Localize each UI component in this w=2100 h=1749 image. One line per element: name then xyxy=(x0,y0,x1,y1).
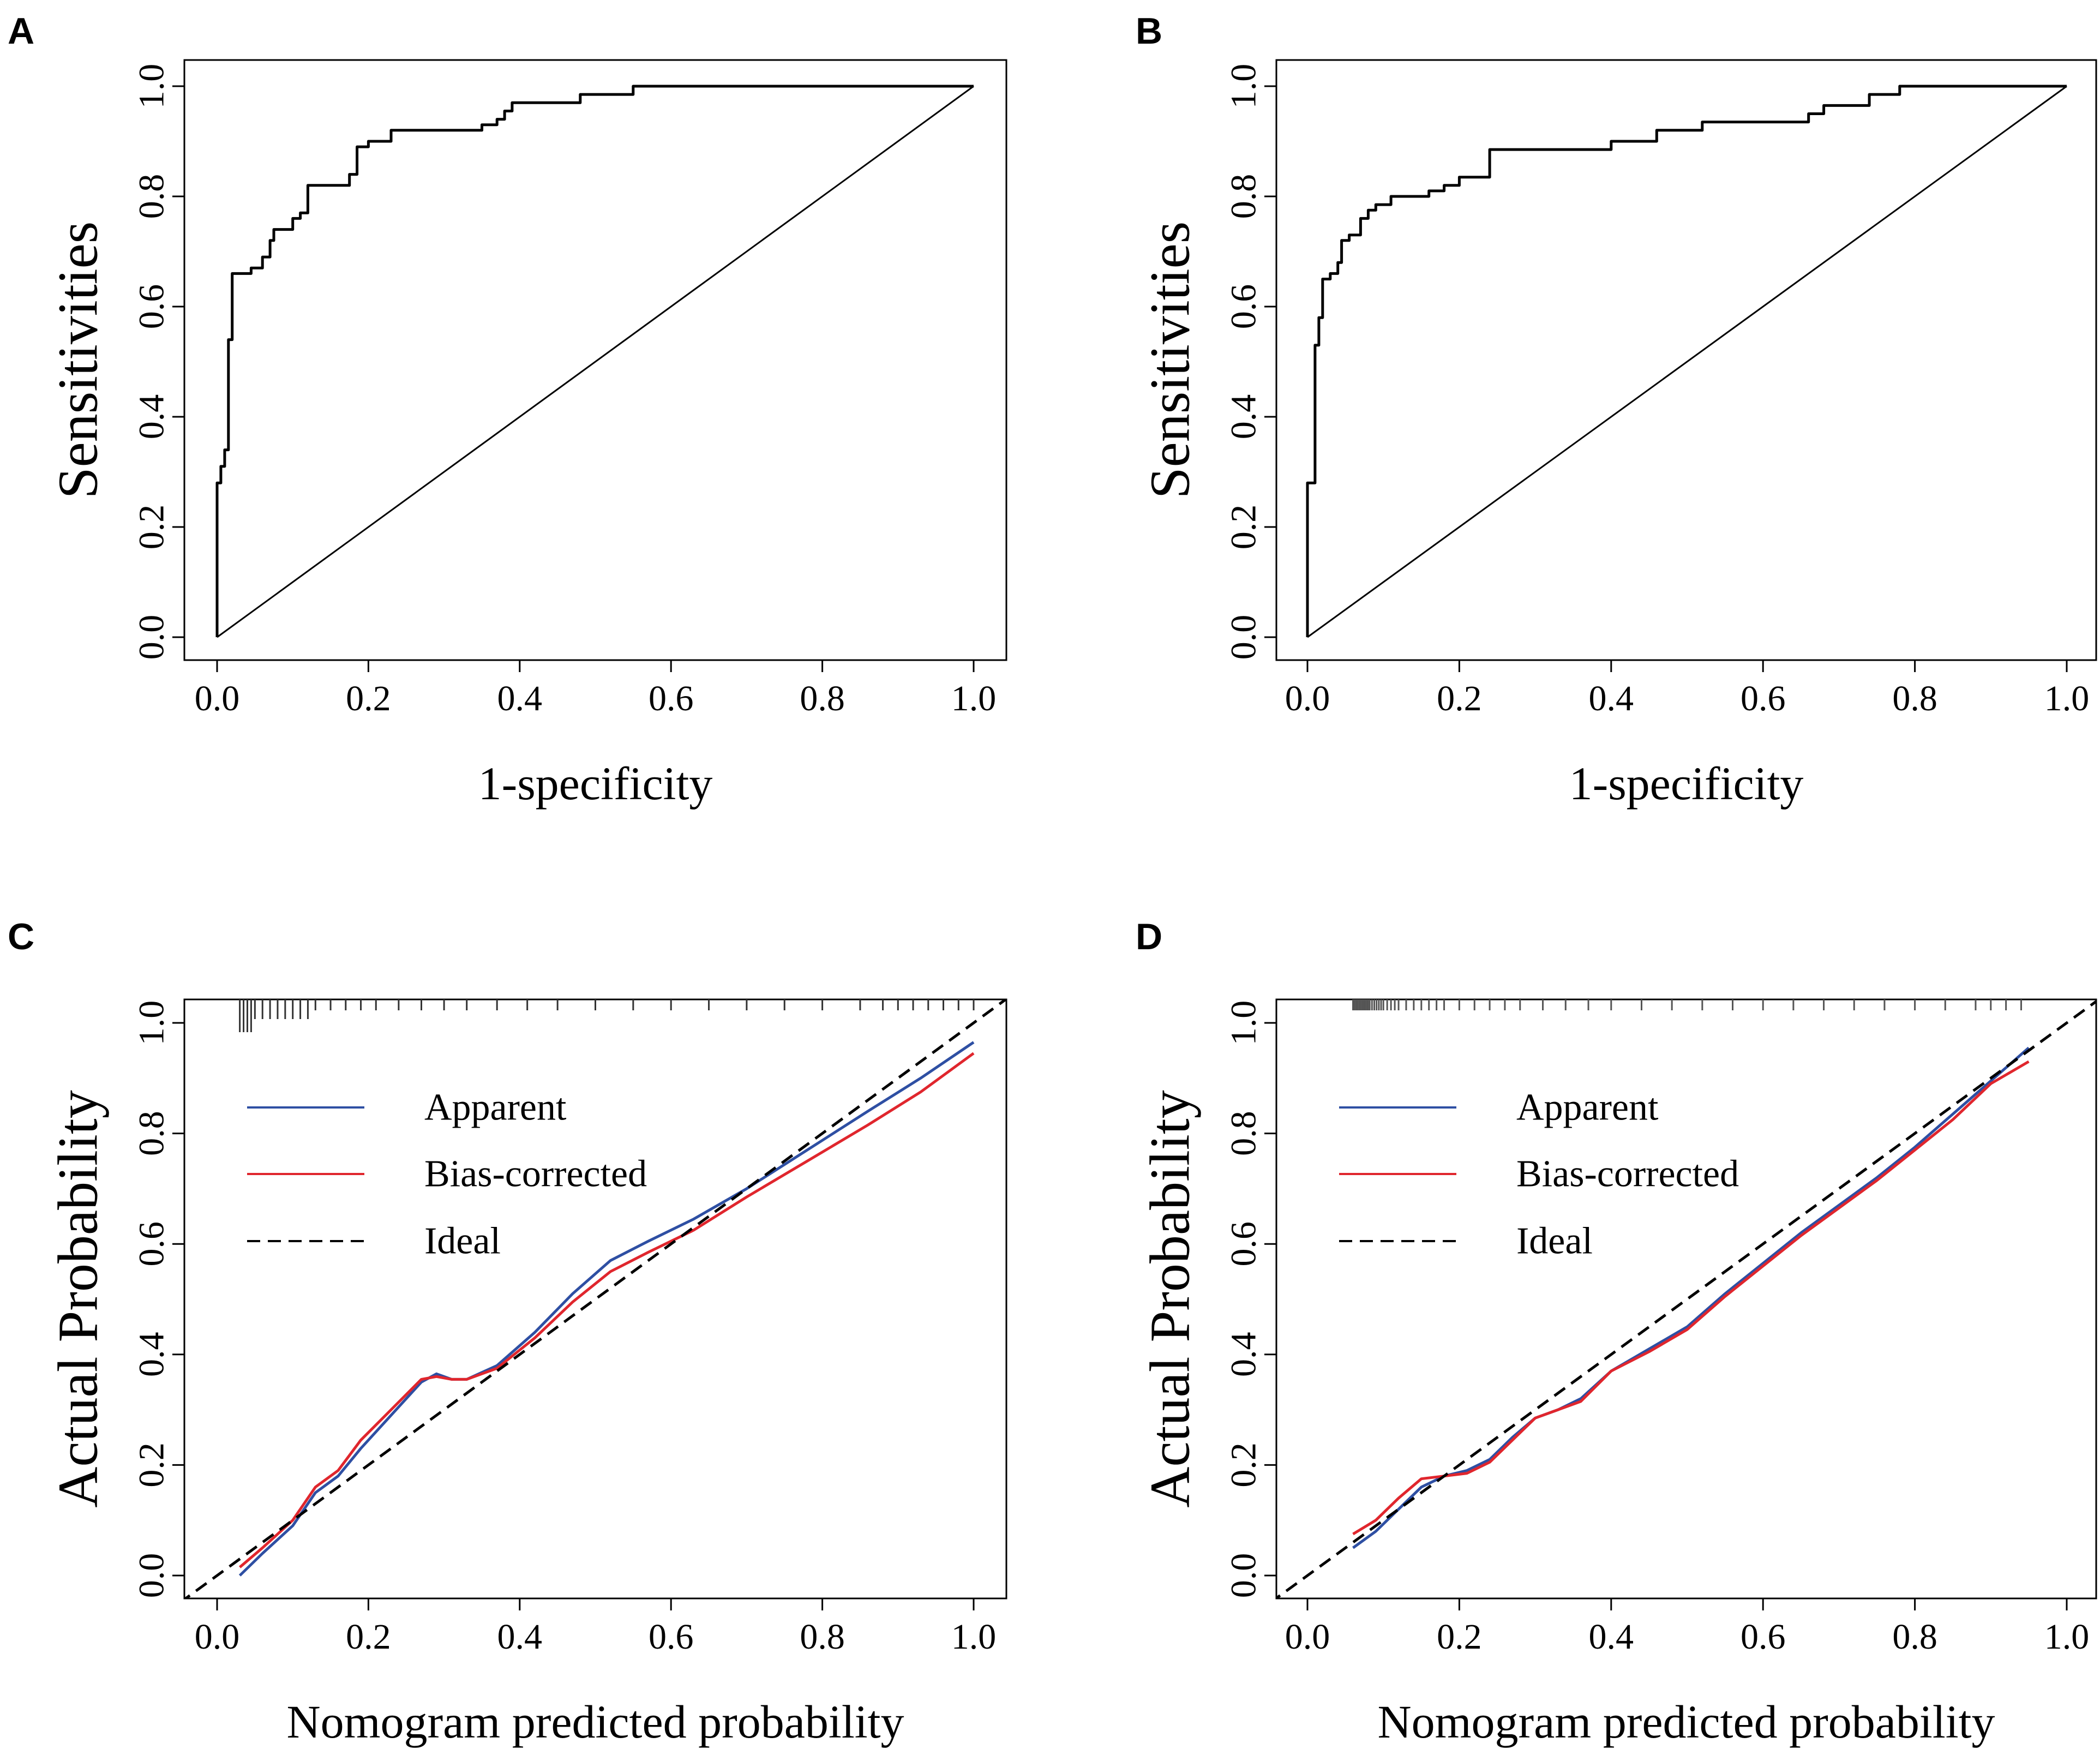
x-tick-label-d-1: 0.2 xyxy=(1437,1617,1482,1657)
plot-frame-b xyxy=(1275,59,2097,661)
y-tick-label-b-2: 0.4 xyxy=(1224,394,1264,440)
panel-c: C 0.0 0.2 0.4 0.6 0.8 1.0 0.0 0.2 0.4 0.6 0.8 1.0 Nom… xyxy=(8,916,1007,1748)
y-tick-label-c-5: 1.0 xyxy=(132,1001,172,1046)
legend-label-d-2: Ideal xyxy=(1516,1220,1593,1262)
y-tick-label-d-2: 0.4 xyxy=(1224,1332,1264,1377)
panel-letter-c: C xyxy=(8,916,34,957)
x-tick-label-a-4: 0.8 xyxy=(800,679,845,718)
legend-label-c-2: Ideal xyxy=(424,1220,501,1262)
y-tick-label-d-0: 0.0 xyxy=(1224,1553,1264,1598)
x-tick-label-c-3: 0.6 xyxy=(649,1617,694,1657)
y-axis-title-c: Actual Probability xyxy=(47,1090,110,1507)
series-line-b-reference xyxy=(1307,85,2067,638)
x-tick-label-c-4: 0.8 xyxy=(800,1617,845,1657)
x-tick-label-b-4: 0.8 xyxy=(1892,679,1937,718)
y-tick-label-a-5: 1.0 xyxy=(132,64,172,109)
legend-label-d-1: Bias-corrected xyxy=(1516,1153,1739,1195)
panel-a: A 0.0 0.2 0.4 0.6 0.8 1.0 0.0 0.2 0.4 0.6 0.8 1.0 1-s… xyxy=(8,10,1007,810)
y-tick-label-c-3: 0.6 xyxy=(132,1221,172,1267)
y-axis-title-d: Actual Probability xyxy=(1139,1090,1202,1507)
panel-letter-d: D xyxy=(1136,916,1162,957)
y-tick-label-a-4: 0.8 xyxy=(132,174,172,219)
y-tick-label-a-0: 0.0 xyxy=(132,615,172,660)
x-tick-label-c-0: 0.0 xyxy=(195,1617,240,1657)
y-axis-title-b: Sensitivities xyxy=(1139,221,1202,499)
series-line-a-reference xyxy=(217,85,974,638)
legend-label-d-0: Apparent xyxy=(1516,1087,1659,1129)
x-tick-label-d-0: 0.0 xyxy=(1285,1617,1330,1657)
x-tick-label-b-3: 0.6 xyxy=(1741,679,1786,718)
x-tick-label-c-2: 0.4 xyxy=(497,1617,543,1657)
y-tick-label-c-1: 0.2 xyxy=(132,1442,172,1488)
x-tick-label-b-2: 0.4 xyxy=(1589,679,1634,718)
x-axis-title-a: 1-specificity xyxy=(478,757,713,810)
series-line-b-roc xyxy=(1306,85,2067,637)
x-tick-label-c-1: 0.2 xyxy=(346,1617,391,1657)
x-tick-label-b-5: 1.0 xyxy=(2044,679,2090,718)
legend-label-c-1: Bias-corrected xyxy=(424,1153,647,1195)
x-tick-label-b-0: 0.0 xyxy=(1285,679,1330,718)
y-tick-label-b-1: 0.2 xyxy=(1224,505,1264,550)
panel-d: D 0.0 0.2 0.4 0.6 0.8 1.0 0.0 0.2 0.4 0.6 0.8 1.0 Nom… xyxy=(1136,916,2097,1748)
plot-frame-a xyxy=(183,59,1007,661)
y-tick-label-b-5: 1.0 xyxy=(1224,64,1264,109)
x-tick-label-d-5: 1.0 xyxy=(2044,1617,2090,1657)
x-tick-label-a-0: 0.0 xyxy=(195,679,240,718)
x-axis-title-b: 1-specificity xyxy=(1569,757,1804,810)
panel-b: B 0.0 0.2 0.4 0.6 0.8 1.0 0.0 0.2 0.4 0.6 0.8 1.0 1-s… xyxy=(1136,10,2097,810)
y-tick-label-c-0: 0.0 xyxy=(132,1553,172,1598)
series-line-d-bias-corrected xyxy=(1352,1060,2030,1536)
x-axis-title-d: Nomogram predicted probability xyxy=(1377,1696,1995,1748)
y-tick-label-d-5: 1.0 xyxy=(1224,1001,1264,1046)
y-tick-label-a-2: 0.4 xyxy=(132,394,172,440)
y-axis-title-a: Sensitivities xyxy=(47,221,110,499)
series-line-a-roc xyxy=(215,85,974,637)
y-tick-label-c-4: 0.8 xyxy=(132,1111,172,1156)
y-tick-label-b-3: 0.6 xyxy=(1224,284,1264,330)
y-tick-label-b-4: 0.8 xyxy=(1224,174,1264,219)
x-tick-label-a-1: 0.2 xyxy=(346,679,391,718)
series-line-c-bias-corrected xyxy=(238,1052,975,1568)
x-tick-label-a-2: 0.4 xyxy=(497,679,543,718)
plot-frame-d xyxy=(1275,998,2097,1600)
series-group-d xyxy=(1276,999,2096,1598)
series-group-a xyxy=(215,85,974,638)
x-tick-label-d-2: 0.4 xyxy=(1589,1617,1634,1657)
x-axis-title-c: Nomogram predicted probability xyxy=(286,1696,904,1748)
legend-label-c-0: Apparent xyxy=(424,1087,567,1129)
x-tick-label-a-3: 0.6 xyxy=(649,679,694,718)
series-line-d-ideal xyxy=(1276,999,2096,1598)
y-tick-label-c-2: 0.4 xyxy=(132,1332,172,1377)
x-tick-label-a-5: 1.0 xyxy=(951,679,997,718)
x-tick-label-d-3: 0.6 xyxy=(1741,1617,1786,1657)
panel-letter-a: A xyxy=(8,10,34,52)
x-tick-label-c-5: 1.0 xyxy=(951,1617,997,1657)
series-group-c xyxy=(184,999,1006,1598)
y-tick-label-b-0: 0.0 xyxy=(1224,615,1264,660)
series-line-c-ideal xyxy=(184,999,1006,1598)
y-tick-label-a-1: 0.2 xyxy=(132,505,172,550)
series-group-b xyxy=(1306,85,2067,638)
y-tick-label-d-3: 0.6 xyxy=(1224,1221,1264,1267)
y-tick-label-a-3: 0.6 xyxy=(132,284,172,330)
panel-letter-b: B xyxy=(1136,10,1162,52)
series-line-c-apparent xyxy=(238,1041,975,1577)
y-tick-label-d-1: 0.2 xyxy=(1224,1442,1264,1488)
x-tick-label-b-1: 0.2 xyxy=(1437,679,1482,718)
x-tick-label-d-4: 0.8 xyxy=(1892,1617,1937,1657)
y-tick-label-d-4: 0.8 xyxy=(1224,1111,1264,1156)
